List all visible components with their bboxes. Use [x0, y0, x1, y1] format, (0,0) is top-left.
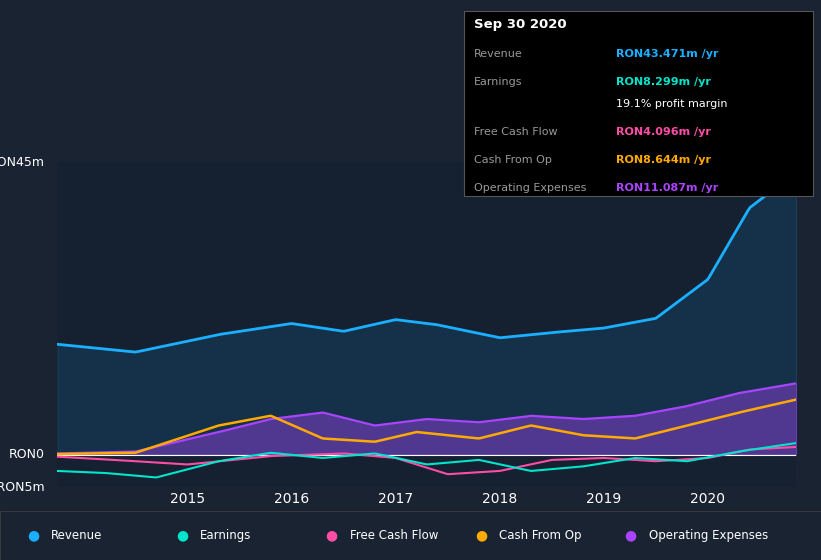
Text: Earnings: Earnings: [474, 77, 522, 87]
Text: RON0: RON0: [9, 448, 45, 461]
Text: Sep 30 2020: Sep 30 2020: [474, 18, 566, 31]
Text: ●: ●: [326, 529, 337, 542]
Text: ●: ●: [27, 529, 39, 542]
Text: ●: ●: [625, 529, 636, 542]
Text: Free Cash Flow: Free Cash Flow: [474, 127, 557, 137]
Text: -RON5m: -RON5m: [0, 480, 45, 494]
Text: Free Cash Flow: Free Cash Flow: [350, 529, 438, 542]
Text: Revenue: Revenue: [474, 49, 522, 59]
Text: RON8.644m /yr: RON8.644m /yr: [616, 155, 711, 165]
Text: Cash From Op: Cash From Op: [499, 529, 581, 542]
Text: RON45m: RON45m: [0, 156, 45, 169]
Text: ●: ●: [177, 529, 188, 542]
Text: ●: ●: [475, 529, 487, 542]
Text: Cash From Op: Cash From Op: [474, 155, 552, 165]
Text: Earnings: Earnings: [200, 529, 252, 542]
Text: Operating Expenses: Operating Expenses: [649, 529, 768, 542]
Text: RON4.096m /yr: RON4.096m /yr: [616, 127, 711, 137]
Text: 19.1% profit margin: 19.1% profit margin: [616, 99, 727, 109]
Text: RON11.087m /yr: RON11.087m /yr: [616, 183, 718, 193]
Text: RON8.299m /yr: RON8.299m /yr: [616, 77, 711, 87]
Text: Revenue: Revenue: [51, 529, 103, 542]
Text: RON43.471m /yr: RON43.471m /yr: [616, 49, 718, 59]
Text: Operating Expenses: Operating Expenses: [474, 183, 586, 193]
